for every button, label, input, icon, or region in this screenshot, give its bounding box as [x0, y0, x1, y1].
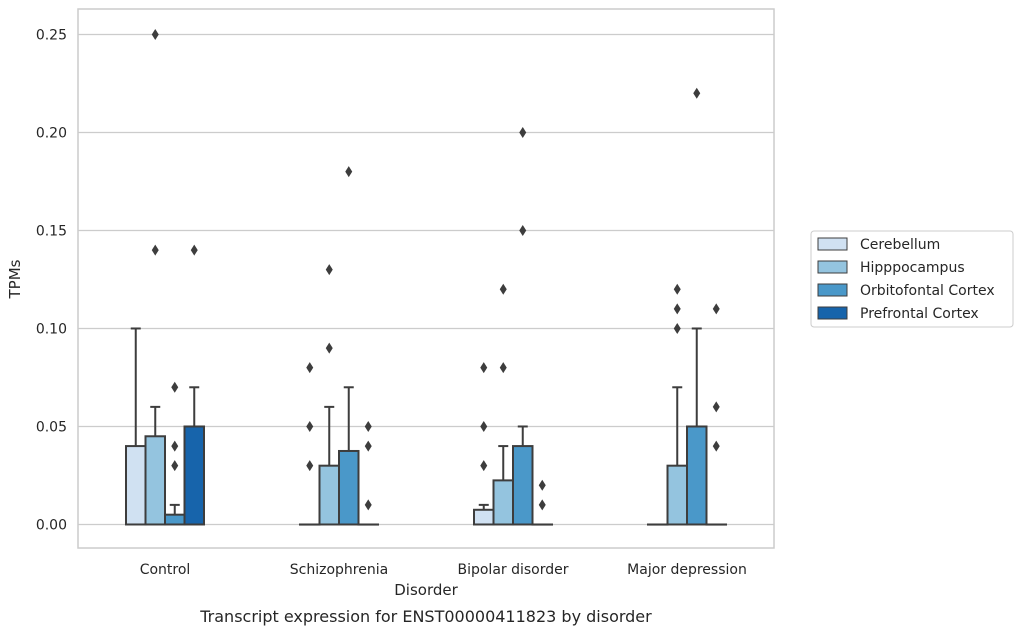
- legend: Cerebellum Hipppocampus Orbitofontal Corte…: [810, 230, 1014, 328]
- x-tick-label: Bipolar disorder: [457, 562, 568, 578]
- bar: [492, 479, 514, 526]
- legend-label: Hipppocampus: [860, 260, 965, 276]
- gridlines: [78, 33, 774, 526]
- outlier-point: [519, 224, 527, 236]
- outlier-point: [171, 381, 179, 393]
- outlier-point: [480, 460, 488, 472]
- y-axis-label: TPMs: [6, 259, 24, 299]
- outlier-point: [364, 440, 372, 452]
- outlier-point: [480, 420, 488, 432]
- outlier-point: [499, 362, 507, 374]
- bar: [338, 449, 360, 526]
- plot-frame: [77, 8, 775, 549]
- outlier-point: [673, 322, 681, 334]
- y-tick-label: 0.25: [36, 27, 67, 43]
- x-tick-label: Schizophrenia: [290, 562, 388, 578]
- bar: [473, 508, 495, 526]
- y-tick-label: 0.00: [36, 517, 67, 533]
- bar: [144, 435, 166, 526]
- outlier-point: [538, 499, 546, 511]
- bar: [666, 464, 688, 526]
- legend-swatch: [817, 260, 848, 274]
- legend-label: Prefrontal Cortex: [860, 306, 979, 322]
- outlier-point: [693, 87, 701, 99]
- outlier-point: [345, 166, 353, 178]
- y-tick-label: 0.15: [36, 223, 67, 239]
- y-tick-label: 0.20: [36, 125, 67, 141]
- bar: [164, 513, 186, 526]
- outlier-point: [171, 460, 179, 472]
- bar: [512, 445, 534, 526]
- outlier-point: [171, 440, 179, 452]
- legend-swatch: [817, 306, 848, 320]
- outlier-point: [364, 420, 372, 432]
- bar: [318, 464, 340, 526]
- outlier-point: [190, 244, 198, 256]
- outlier-point: [712, 401, 720, 413]
- y-tick-label: 0.05: [36, 419, 67, 435]
- y-axis-ticks: 0.00 0.05 0.10 0.15 0.20 0.25: [36, 27, 67, 533]
- error-bars: [130, 327, 702, 515]
- y-tick-label: 0.10: [36, 321, 67, 337]
- legend-swatch: [817, 283, 848, 297]
- x-tick-label: Major depression: [627, 562, 747, 578]
- outlier-point: [480, 362, 488, 374]
- x-tick-label: Control: [140, 562, 191, 578]
- outlier-point: [712, 303, 720, 315]
- legend-label: Cerebellum: [860, 237, 940, 253]
- outlier-point: [519, 126, 527, 138]
- outlier-point: [673, 303, 681, 315]
- x-axis-ticks: Control Schizophrenia Bipolar disorder Majo…: [140, 562, 747, 578]
- outlier-point: [151, 244, 159, 256]
- outlier-point: [673, 283, 681, 295]
- outlier-point: [712, 440, 720, 452]
- bar: [686, 425, 708, 526]
- bars: [125, 425, 727, 526]
- legend-frame: [810, 230, 1014, 328]
- outlier-point: [499, 283, 507, 295]
- legend-label: Orbitofontal Cortex: [860, 283, 995, 299]
- outlier-point: [151, 28, 159, 40]
- outlier-point: [325, 342, 333, 354]
- bar: [125, 445, 147, 526]
- outliers: [151, 28, 720, 511]
- chart-caption: Transcript expression for ENST0000041182…: [199, 607, 652, 626]
- x-axis-label: Disorder: [394, 581, 458, 599]
- outlier-point: [364, 499, 372, 511]
- outlier-point: [306, 460, 314, 472]
- legend-swatch: [817, 237, 848, 251]
- outlier-point: [538, 479, 546, 491]
- outlier-point: [306, 362, 314, 374]
- outlier-point: [325, 264, 333, 276]
- bar: [183, 425, 205, 526]
- outlier-point: [306, 420, 314, 432]
